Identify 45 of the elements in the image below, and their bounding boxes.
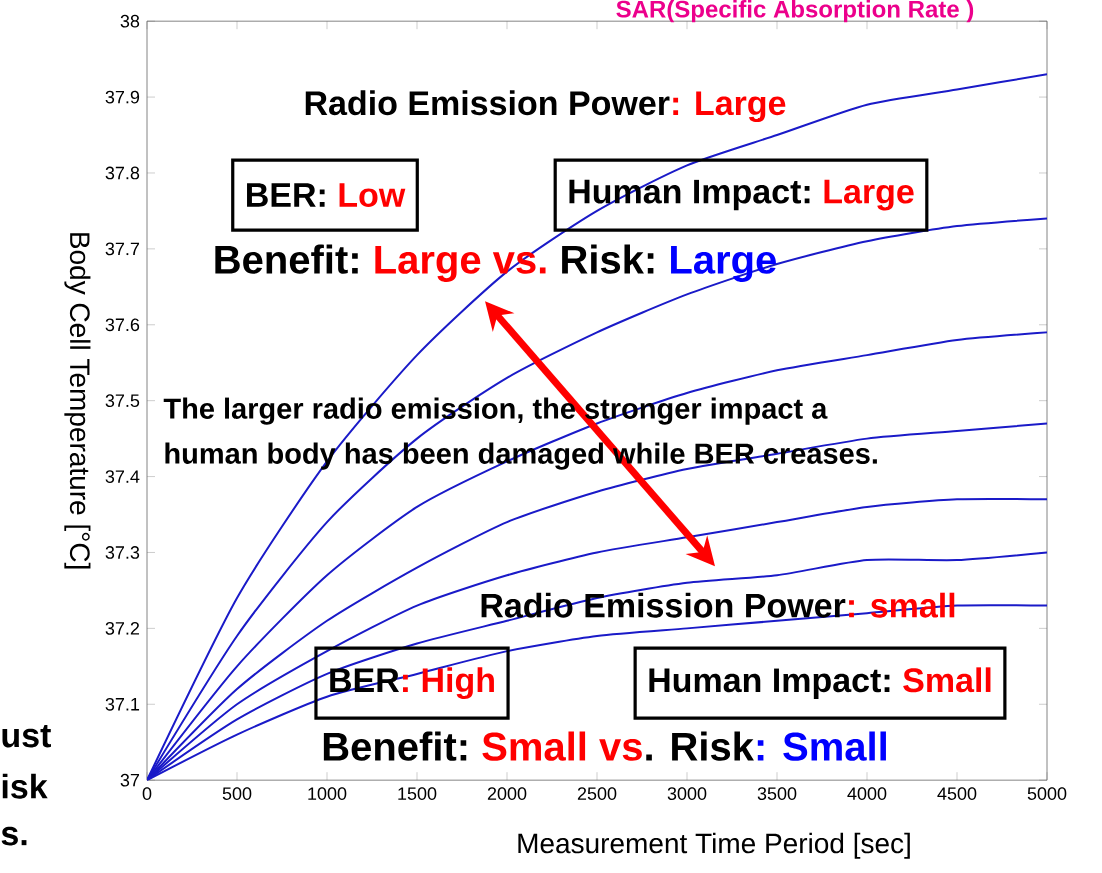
annotation: Low <box>339 183 406 207</box>
x-tick-label: 5000 <box>1027 787 1067 800</box>
y-tick-label: 37.7 <box>105 242 140 256</box>
annotation: BER <box>330 668 400 692</box>
y-tick-label: 37.3 <box>105 546 140 559</box>
x-tick-label: 2000 <box>487 787 527 800</box>
y-tick-label: 37.9 <box>105 90 140 104</box>
annotation: Large <box>671 245 776 282</box>
annotation: Radio Emission Power <box>481 592 846 618</box>
x-tick-label: 0 <box>142 787 152 800</box>
x-tick-label: 2500 <box>577 787 617 800</box>
annotation: Benefit: <box>215 244 358 274</box>
y-tick-label: 37.2 <box>105 621 140 635</box>
annotation: Large <box>824 179 914 211</box>
annotation: : High <box>403 667 494 700</box>
text: s. <box>1 826 27 846</box>
annotation: : Large <box>673 91 786 123</box>
x-tick-label: 1000 <box>308 787 347 800</box>
annotation: Risk: <box>562 244 654 274</box>
y-tick-label: 38 <box>120 14 140 28</box>
x-tick-label: 500 <box>222 787 252 800</box>
y-tick-label: 37.5 <box>105 394 140 407</box>
annotation: Benefit: <box>323 731 467 761</box>
annotation: Radio Emission Power <box>305 90 670 116</box>
annotation: : Small <box>757 731 886 761</box>
x-tick-label: 3500 <box>757 787 797 800</box>
x-tick-label: 4000 <box>847 787 887 800</box>
annotation: Human Impact: <box>649 668 890 699</box>
annotation: Small vs <box>482 731 642 761</box>
text: isk <box>2 773 48 799</box>
annotation: BER: <box>247 183 325 207</box>
y-tick-label: 37 <box>120 773 140 787</box>
y-tick-label: 37.8 <box>105 166 140 180</box>
x-tick-label: 1500 <box>398 787 437 800</box>
x-axis-title: Measurement Time Period [sec] <box>518 832 910 859</box>
chart-title: SAR(Specific Absorption Rate ) <box>616 0 974 23</box>
y-tick-label: 37.6 <box>105 318 140 332</box>
x-tick-label: 4500 <box>937 787 977 800</box>
y-tick-label: 37.1 <box>105 697 140 711</box>
text: ust <box>2 724 51 748</box>
y-tick-label: 37.4 <box>105 470 140 483</box>
x-tick-label: 3000 <box>667 787 707 800</box>
annotation: Small <box>903 667 991 693</box>
y-axis-title: Body Cell Temperature [°C] <box>64 233 91 569</box>
annotation: . Risk <box>646 731 754 761</box>
